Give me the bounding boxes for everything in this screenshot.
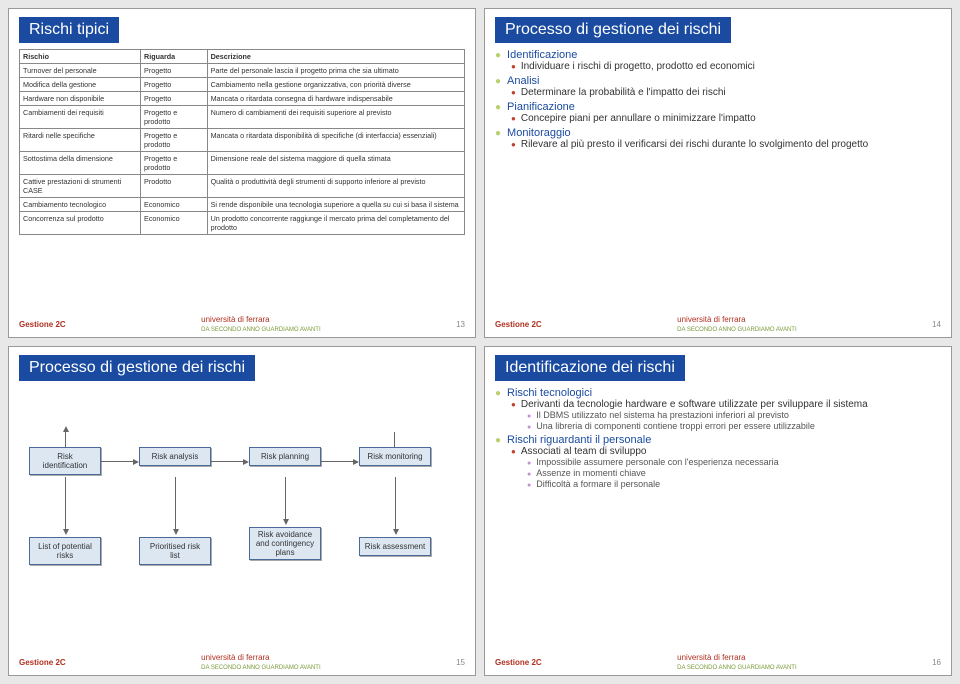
page-number: 13 [456, 320, 465, 329]
flow-arrow [101, 461, 133, 462]
flow-node: Risk avoidance and contingency plans [249, 527, 321, 560]
slide-footer: Gestione 2C università di ferraraDA SECO… [495, 653, 941, 671]
flow-arrow [211, 461, 243, 462]
slide-title: Processo di gestione dei rischi [19, 355, 255, 381]
slide-footer: Gestione 2C università di ferraraDA SECO… [495, 315, 941, 333]
flowchart: Risk identification Risk analysis Risk p… [19, 387, 465, 649]
table-row: Modifica della gestioneProgettoCambiamen… [20, 78, 465, 92]
bulleted-list: Identificazione Individuare i rischi di … [495, 49, 941, 311]
flow-node: Risk monitoring [359, 447, 431, 466]
slide-2: Processo di gestione dei rischi Identifi… [484, 8, 952, 338]
list-item: Associati al team di sviluppo Impossibil… [511, 446, 941, 489]
table-row: Cattive prestazioni di strumenti CASEPro… [20, 175, 465, 198]
footer-left: Gestione 2C [495, 320, 542, 329]
table-row: Concorrenza sul prodottoEconomicoUn prod… [20, 212, 465, 235]
list-item: Concepire piani per annullare o minimizz… [511, 113, 941, 124]
table-row: Ritardi nelle specificheProgetto e prodo… [20, 129, 465, 152]
page-number: 15 [456, 658, 465, 667]
list-item: Derivanti da tecnologie hardware e softw… [511, 399, 941, 431]
list-item: Rischi riguardanti il personale Associat… [495, 434, 941, 489]
flow-node: Risk assessment [359, 537, 431, 556]
list-item: Individuare i rischi di progetto, prodot… [511, 61, 941, 72]
footer-left: Gestione 2C [19, 320, 66, 329]
flow-node: Risk analysis [139, 447, 211, 466]
list-item: Rischi tecnologici Derivanti da tecnolog… [495, 387, 941, 431]
table-row: Cambiamenti dei requisitiProgetto e prod… [20, 106, 465, 129]
list-item: Rilevare al più presto il verificarsi de… [511, 139, 941, 150]
footer-left: Gestione 2C [19, 658, 66, 667]
slide-3: Processo di gestione dei rischi Risk ide… [8, 346, 476, 676]
col-header: Descrizione [207, 50, 464, 64]
flow-node: Risk identification [29, 447, 101, 475]
slide-1: Rischi tipici Rischio Riguarda Descrizio… [8, 8, 476, 338]
table-row: Cambiamento tecnologicoEconomicoSi rende… [20, 198, 465, 212]
slide-4: Identificazione dei rischi Rischi tecnol… [484, 346, 952, 676]
flow-arrow [65, 477, 66, 529]
risk-table: Rischio Riguarda Descrizione Turnover de… [19, 49, 465, 235]
page-number: 14 [932, 320, 941, 329]
list-item: Il DBMS utilizzato nel sistema ha presta… [527, 410, 941, 420]
flow-arrow [285, 477, 286, 519]
footer-uni: università di ferraraDA SECONDO ANNO GUA… [677, 315, 796, 333]
slide-footer: Gestione 2C università di ferraraDA SECO… [19, 653, 465, 671]
footer-uni: università di ferraraDA SECONDO ANNO GUA… [677, 653, 796, 671]
slide-title: Rischi tipici [19, 17, 119, 43]
table-header-row: Rischio Riguarda Descrizione [20, 50, 465, 64]
list-item: Monitoraggio Rilevare al più presto il v… [495, 127, 941, 150]
col-header: Rischio [20, 50, 141, 64]
table-row: Sottostima della dimensioneProgetto e pr… [20, 152, 465, 175]
list-item: Difficoltà a formare il personale [527, 479, 941, 489]
footer-uni: università di ferraraDA SECONDO ANNO GUA… [201, 315, 320, 333]
flow-node: Risk planning [249, 447, 321, 466]
slide-title: Identificazione dei rischi [495, 355, 685, 381]
list-item: Analisi Determinare la probabilità e l'i… [495, 75, 941, 98]
list-item: Una libreria di componenti contiene trop… [527, 421, 941, 431]
flow-arrow [395, 477, 396, 529]
table-row: Hardware non disponibileProgettoMancata … [20, 92, 465, 106]
col-header: Riguarda [141, 50, 208, 64]
slide-footer: Gestione 2C università di ferraraDA SECO… [19, 315, 465, 333]
flow-arrow [175, 477, 176, 529]
page-number: 16 [932, 658, 941, 667]
list-item: Determinare la probabilità e l'impatto d… [511, 87, 941, 98]
list-item: Assenze in momenti chiave [527, 468, 941, 478]
risk-table-wrap: Rischio Riguarda Descrizione Turnover de… [19, 49, 465, 311]
flow-node: List of potential risks [29, 537, 101, 565]
bulleted-list: Rischi tecnologici Derivanti da tecnolog… [495, 387, 941, 649]
table-row: Turnover del personaleProgettoParte del … [20, 64, 465, 78]
flow-node: Prioritised risk list [139, 537, 211, 565]
footer-left: Gestione 2C [495, 658, 542, 667]
flow-arrow [321, 461, 353, 462]
list-item: Impossibile assumere personale con l'esp… [527, 457, 941, 467]
footer-uni: università di ferraraDA SECONDO ANNO GUA… [201, 653, 320, 671]
list-item: Pianificazione Concepire piani per annul… [495, 101, 941, 124]
flow-feedback [65, 432, 395, 447]
slide-title: Processo di gestione dei rischi [495, 17, 731, 43]
list-item: Identificazione Individuare i rischi di … [495, 49, 941, 72]
